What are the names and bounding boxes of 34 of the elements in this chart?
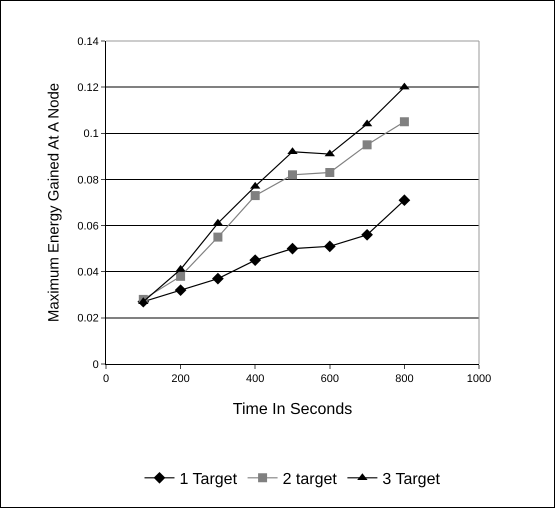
y-axis-title: Maximum Energy Gained At A Node <box>46 82 63 322</box>
point <box>398 194 410 206</box>
legend-label: 1 Target <box>180 471 238 488</box>
point <box>213 232 222 242</box>
x-tick-label: 1000 <box>466 373 492 386</box>
y-tick-label: 0.12 <box>77 82 99 94</box>
x-axis-title: Time In Seconds <box>232 400 352 418</box>
x-tick-label: 800 <box>395 373 414 386</box>
y-tick-label: 0.14 <box>77 36 99 48</box>
point <box>250 191 260 200</box>
x-tick-label: 400 <box>246 373 264 386</box>
y-tick-label: 0.02 <box>77 312 99 325</box>
point <box>361 228 373 241</box>
x-tick-label: 200 <box>171 373 190 386</box>
point <box>400 117 409 126</box>
point <box>362 140 372 150</box>
point <box>174 284 186 296</box>
point <box>324 240 336 252</box>
y-tick-label: 0 <box>92 358 99 371</box>
y-tick-label: 0.1 <box>84 128 99 140</box>
point <box>249 254 262 266</box>
y-tick-label: 0.08 <box>77 174 99 186</box>
x-tick-label: 600 <box>320 373 339 386</box>
y-tick-label: 0.04 <box>77 266 99 279</box>
point <box>288 170 297 180</box>
x-tick-label: 0 <box>102 373 110 386</box>
legend-label: 3 Target <box>382 471 440 488</box>
point <box>176 272 186 281</box>
point <box>286 242 298 254</box>
point <box>325 168 334 178</box>
point <box>212 272 224 284</box>
y-tick-label: 0.06 <box>77 220 99 232</box>
point <box>250 182 260 189</box>
legend-label: 2 target <box>282 471 338 488</box>
